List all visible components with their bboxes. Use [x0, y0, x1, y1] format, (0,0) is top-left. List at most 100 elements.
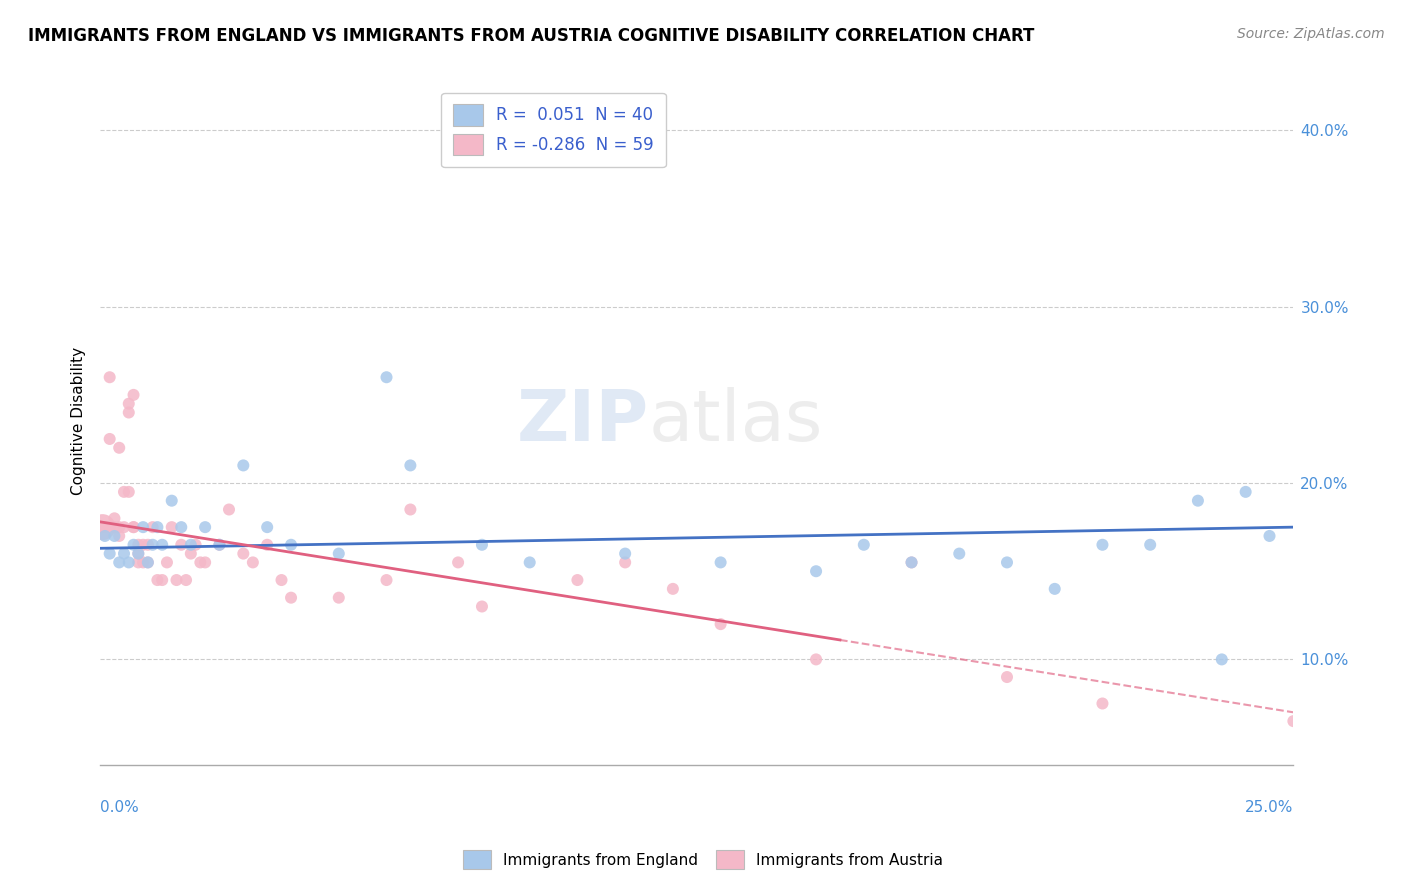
Point: [218, 502, 240, 516]
Point: [710, 617, 733, 632]
Point: [94, 520, 117, 534]
Point: [184, 538, 207, 552]
Point: [136, 556, 159, 570]
Point: [256, 538, 278, 552]
Point: [852, 538, 875, 552]
Point: [399, 502, 422, 516]
Point: [614, 556, 637, 570]
Point: [900, 556, 922, 570]
Point: [122, 520, 145, 534]
Point: [142, 538, 165, 552]
Point: [174, 573, 197, 587]
Point: [208, 538, 231, 552]
Point: [112, 547, 135, 561]
Point: [103, 511, 125, 525]
Point: [127, 538, 149, 552]
Point: [127, 556, 149, 570]
Point: [614, 547, 637, 561]
Text: 25.0%: 25.0%: [1244, 799, 1294, 814]
Point: [1091, 697, 1114, 711]
Point: [375, 370, 398, 384]
Legend: Immigrants from England, Immigrants from Austria: Immigrants from England, Immigrants from…: [457, 844, 949, 875]
Text: IMMIGRANTS FROM ENGLAND VS IMMIGRANTS FROM AUSTRIA COGNITIVE DISABILITY CORRELAT: IMMIGRANTS FROM ENGLAND VS IMMIGRANTS FR…: [28, 27, 1035, 45]
Point: [180, 547, 202, 561]
Point: [91, 520, 114, 534]
Legend: R =  0.051  N = 40, R = -0.286  N = 59: R = 0.051 N = 40, R = -0.286 N = 59: [441, 93, 665, 167]
Point: [118, 405, 141, 419]
Point: [166, 573, 188, 587]
Point: [328, 591, 350, 605]
Point: [471, 599, 494, 614]
Point: [132, 538, 155, 552]
Point: [94, 520, 117, 534]
Point: [103, 529, 125, 543]
Point: [399, 458, 422, 473]
Point: [242, 556, 264, 570]
Point: [232, 547, 254, 561]
Point: [270, 573, 292, 587]
Point: [1211, 652, 1233, 666]
Point: [1139, 538, 1161, 552]
Point: [103, 520, 125, 534]
Point: [900, 556, 922, 570]
Point: [995, 556, 1018, 570]
Point: [447, 556, 470, 570]
Point: [98, 370, 121, 384]
Point: [122, 388, 145, 402]
Point: [160, 493, 183, 508]
Point: [122, 520, 145, 534]
Point: [804, 564, 827, 578]
Point: [127, 547, 149, 561]
Point: [160, 520, 183, 534]
Point: [118, 397, 141, 411]
Point: [146, 573, 169, 587]
Point: [1234, 484, 1257, 499]
Point: [108, 556, 131, 570]
Point: [194, 556, 217, 570]
Point: [471, 538, 494, 552]
Point: [995, 670, 1018, 684]
Point: [118, 556, 141, 570]
Point: [1258, 529, 1281, 543]
Point: [194, 520, 217, 534]
Point: [375, 573, 398, 587]
Point: [948, 547, 970, 561]
Text: ZIP: ZIP: [517, 387, 650, 456]
Point: [112, 520, 135, 534]
Point: [1043, 582, 1066, 596]
Point: [190, 556, 212, 570]
Point: [180, 538, 202, 552]
Point: [170, 520, 193, 534]
Point: [1091, 538, 1114, 552]
Point: [280, 591, 302, 605]
Point: [232, 458, 254, 473]
Point: [519, 556, 541, 570]
Point: [1187, 493, 1209, 508]
Point: [150, 538, 173, 552]
Point: [804, 652, 827, 666]
Text: atlas: atlas: [650, 387, 824, 456]
Point: [136, 556, 159, 570]
Point: [132, 556, 155, 570]
Point: [98, 432, 121, 446]
Point: [108, 529, 131, 543]
Point: [136, 538, 159, 552]
Point: [280, 538, 302, 552]
Point: [256, 520, 278, 534]
Y-axis label: Cognitive Disability: Cognitive Disability: [72, 347, 86, 495]
Point: [710, 556, 733, 570]
Point: [108, 441, 131, 455]
Text: 0.0%: 0.0%: [100, 799, 139, 814]
Point: [96, 520, 118, 534]
Point: [208, 538, 231, 552]
Point: [112, 484, 135, 499]
Point: [98, 547, 121, 561]
Point: [170, 538, 193, 552]
Point: [132, 520, 155, 534]
Point: [118, 484, 141, 499]
Point: [150, 573, 173, 587]
Point: [567, 573, 589, 587]
Point: [94, 529, 117, 543]
Point: [122, 538, 145, 552]
Point: [142, 520, 165, 534]
